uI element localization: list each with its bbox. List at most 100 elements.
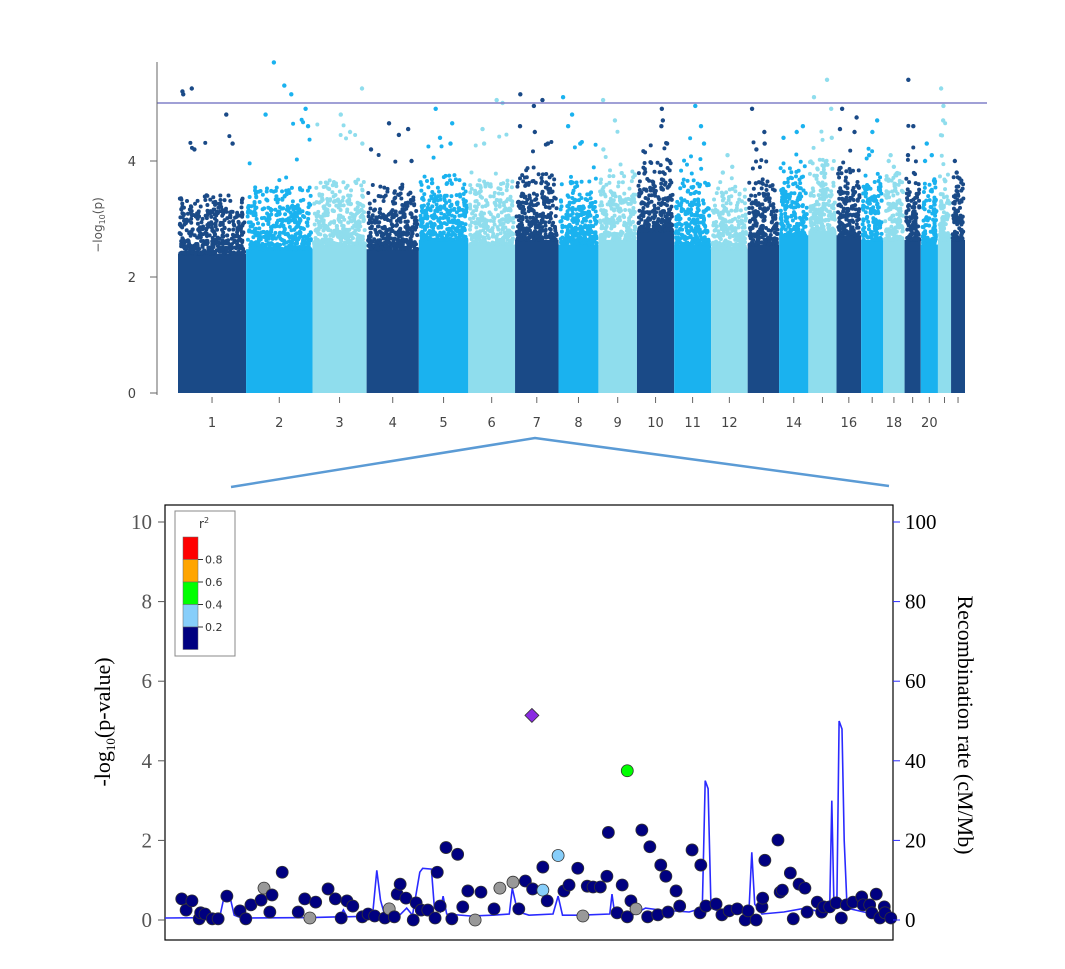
snp-point [356,201,361,206]
snp-point [905,227,910,232]
snp-point [450,218,455,223]
snp-point [572,145,577,150]
snp-point [701,214,706,219]
snp-point [246,209,251,214]
snp-point [915,231,920,236]
snp-point [587,179,592,184]
snp-point [808,193,813,198]
snp-point [534,214,539,219]
snp-point [752,210,757,215]
snp-point [921,189,926,194]
snp-point [475,217,480,222]
snp-point [452,206,457,211]
snp-point [920,225,925,230]
snp-point [382,185,387,190]
snp-point [349,188,354,193]
snp-point [305,188,310,193]
snp-point [815,166,820,171]
snp-point [427,230,432,235]
snp-point [287,224,292,229]
snp-point [630,194,635,199]
snp-point [674,206,679,211]
snp-point [348,238,353,243]
snp-point [961,196,966,201]
snp-point [877,236,882,241]
snp-point [820,180,825,185]
snp-point [316,209,321,214]
snp-point [240,240,245,245]
snp-point [771,205,776,210]
snp-point [760,214,765,219]
snp-point [616,184,621,189]
snp-point [764,226,769,231]
snp-point [367,217,372,222]
snp-point [469,220,474,225]
snp-point [756,234,761,239]
snp-point [861,207,866,212]
snp-point [546,182,551,187]
snp-point [748,231,753,236]
chromosome-21 [937,86,952,393]
snp-point [188,243,193,248]
snp-point [426,202,431,207]
snp-point [658,210,663,215]
snp-point [735,238,740,243]
snp-point [188,140,193,145]
snp-point [926,238,931,243]
snp-point [666,227,671,232]
snp-point [499,210,504,215]
snp-point [532,221,537,226]
snp-point [341,203,346,208]
snp-point [939,206,944,211]
snp-point [686,188,691,193]
snp-point [742,201,747,206]
snp-point [781,161,786,166]
snp-point [232,240,237,245]
snp-point [525,166,530,171]
snp-point [757,191,762,196]
snp-point [914,212,919,217]
snp-point [301,197,306,202]
snp-point [652,203,657,208]
snp-point [913,218,918,223]
snp-point [816,193,821,198]
snp-point [809,223,814,228]
snp-point [675,236,680,241]
snp-point [540,172,545,177]
top-snp-point [886,158,891,164]
snp-point [627,221,632,226]
snp-point [485,181,490,186]
snp-point [473,143,478,148]
snp-point [906,202,911,207]
snp-point [212,212,217,217]
snp-point [789,170,794,175]
snp-point [295,241,300,246]
snp-point [457,206,462,211]
snp-point [290,199,295,204]
snp-point [452,173,457,178]
snp-point [530,231,535,236]
snp-point [476,202,481,207]
snp-point [539,176,544,181]
snp-point [883,237,888,242]
snp-point [900,229,905,234]
snp-point [927,216,932,221]
snp-point [719,227,724,232]
snp-point [838,212,843,217]
snp-point [212,241,217,246]
snp-point [519,237,524,242]
snp-point [325,181,330,186]
snp-point [220,238,225,243]
chromosome-bulk [904,239,921,393]
snp-point [802,164,807,169]
snp-point [750,206,755,211]
snp-point [408,211,413,216]
snp-point [796,203,801,208]
snp-point [760,207,765,212]
snp-point [509,238,514,243]
snp-point [832,214,837,219]
snp-point [782,180,787,185]
snp-point [414,218,419,223]
snp-point [774,208,779,213]
snp-point [212,249,217,254]
